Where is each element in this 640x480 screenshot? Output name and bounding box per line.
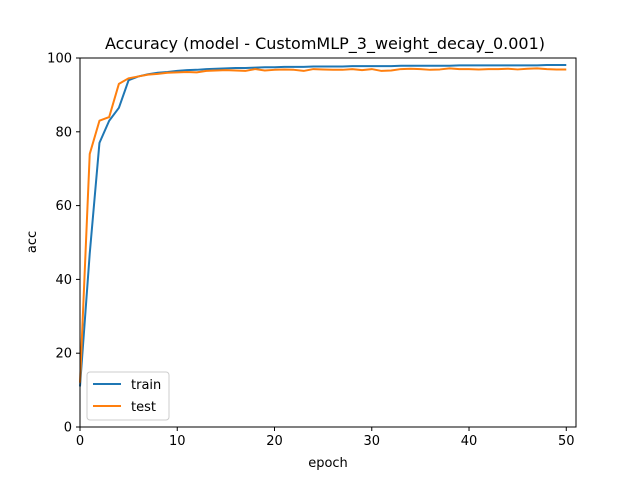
- x-tick-label: 10: [169, 434, 186, 449]
- y-tick-label: 60: [55, 199, 72, 214]
- x-tick-label: 20: [266, 434, 283, 449]
- x-tick-label: 40: [461, 434, 478, 449]
- y-tick-label: 0: [64, 421, 72, 436]
- x-tick-label: 50: [558, 434, 575, 449]
- y-axis-ticks: 0 20 40 60 80 100: [47, 52, 80, 436]
- y-axis-label: acc: [25, 231, 40, 253]
- x-tick-label: 30: [363, 434, 380, 449]
- y-tick-label: 100: [47, 52, 72, 67]
- y-tick-label: 80: [55, 125, 72, 140]
- x-axis-ticks: 0 10 20 30 40 50: [76, 427, 575, 449]
- x-axis-label: epoch: [308, 456, 348, 471]
- x-tick-label: 0: [76, 434, 84, 449]
- legend-test-label: test: [131, 400, 156, 415]
- series-line-test: [79, 67, 567, 383]
- y-tick-label: 20: [55, 347, 72, 362]
- legend-train-label: train: [131, 378, 161, 393]
- plot-lines: [79, 64, 567, 387]
- legend: train test: [86, 371, 170, 421]
- chart-title: Accuracy (model - CustomMLP_3_weight_dec…: [105, 34, 545, 54]
- plot-frame: [79, 57, 577, 428]
- y-tick-label: 40: [55, 273, 72, 288]
